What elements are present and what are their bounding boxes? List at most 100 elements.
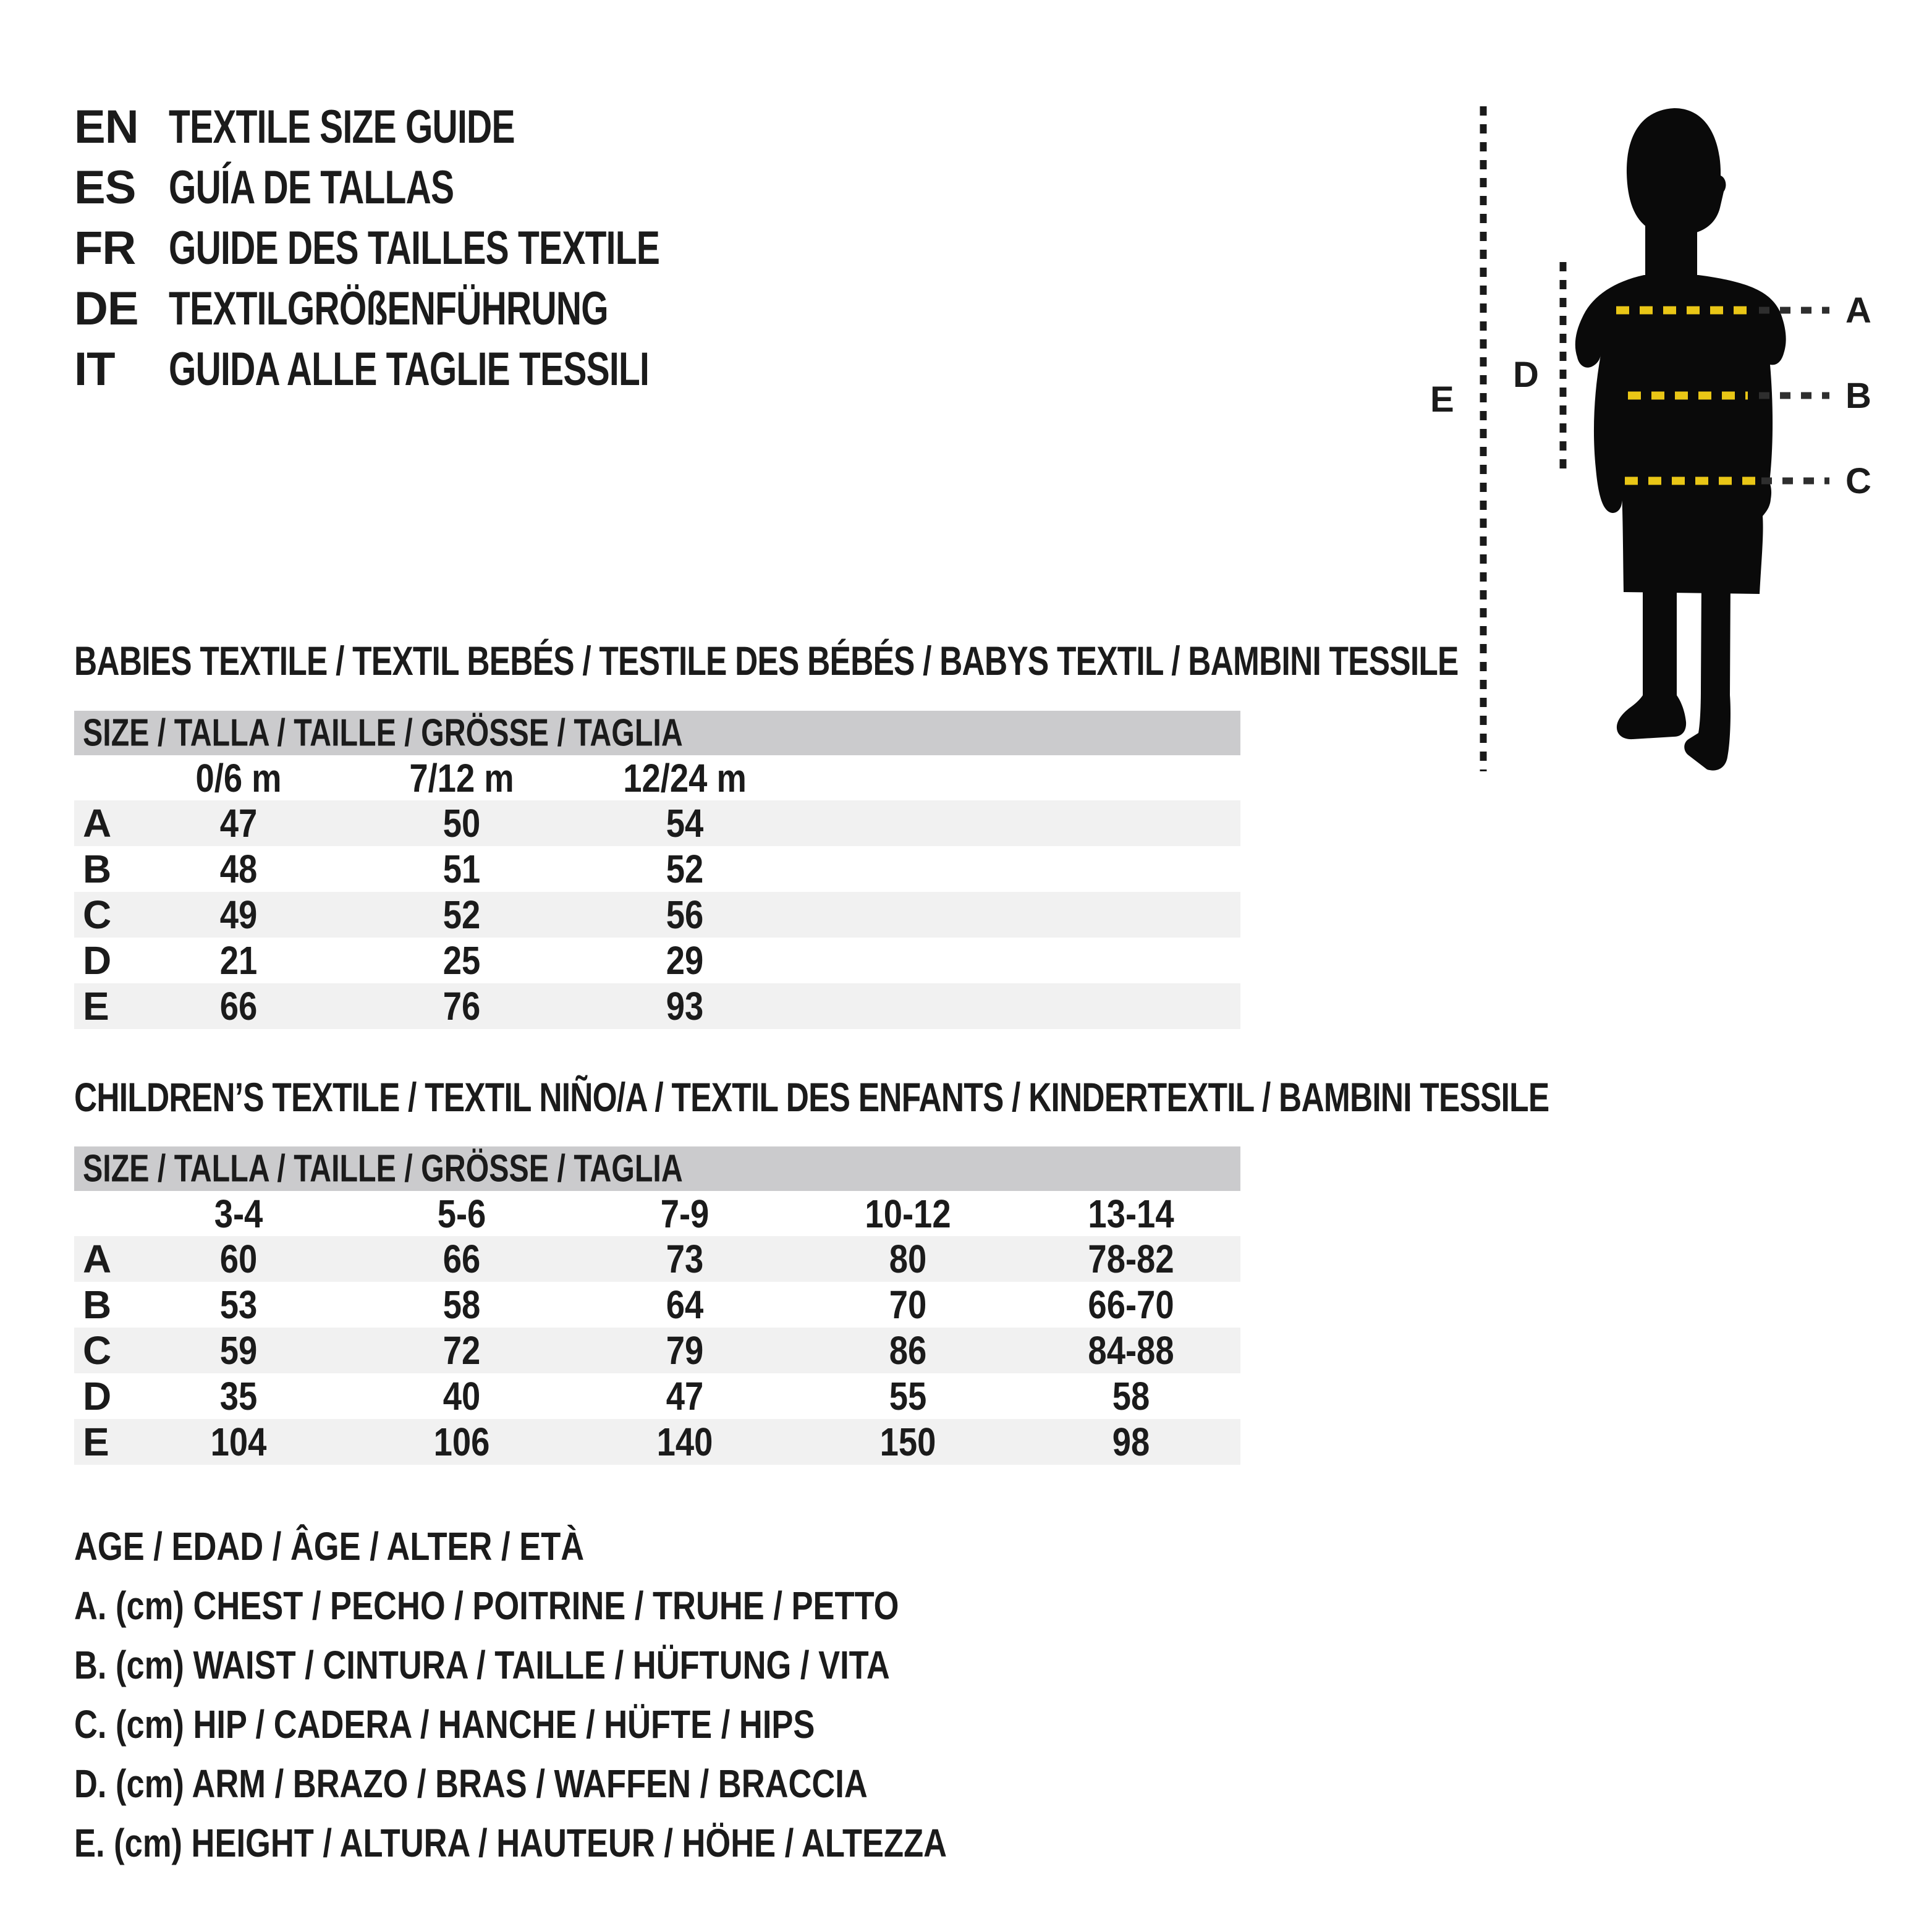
cell: 35 bbox=[219, 1374, 258, 1418]
lang-row-de: DE TEXTILGRÖßENFÜHRUNG bbox=[74, 278, 823, 339]
table-row: C 49 52 56 bbox=[74, 892, 1240, 938]
cell: 79 bbox=[666, 1328, 704, 1373]
cell: 53 bbox=[219, 1282, 258, 1327]
row-label: B bbox=[83, 1282, 112, 1327]
cell: 49 bbox=[219, 892, 258, 937]
children-section-title: CHILDREN’S TEXTILE / TEXTIL NIÑO/A / TEX… bbox=[74, 1074, 1549, 1120]
children-col-10-12: 10-12 bbox=[865, 1191, 951, 1236]
cell: 50 bbox=[443, 801, 481, 845]
cell: 106 bbox=[433, 1420, 490, 1464]
babies-section-title: BABIES TEXTILE / TEXTIL BEBÉS / TESTILE … bbox=[74, 638, 1459, 684]
row-label: E bbox=[83, 1420, 109, 1464]
cell: 29 bbox=[666, 938, 704, 983]
legend-chest: A. (cm) CHEST / PECHO / POITRINE / TRUHE… bbox=[74, 1583, 899, 1628]
children-size-header-band: SIZE / TALLA / TAILLE / GRÖSSE / TAGLIA bbox=[74, 1146, 1240, 1191]
table-row: D 35 40 47 55 58 bbox=[74, 1373, 1240, 1419]
cell: 58 bbox=[1112, 1374, 1150, 1418]
row-label: C bbox=[83, 1328, 112, 1373]
figure-label-c: C bbox=[1845, 461, 1871, 501]
row-label: D bbox=[83, 1374, 112, 1418]
cell: 84-88 bbox=[1088, 1328, 1174, 1373]
table-row: B 53 58 64 70 66-70 bbox=[74, 1282, 1240, 1328]
lang-title-it: GUIDA ALLE TAGLIE TESSILI bbox=[169, 342, 650, 396]
cell: 66 bbox=[219, 984, 258, 1028]
lang-title-en: TEXTILE SIZE GUIDE bbox=[169, 100, 515, 153]
children-col-3-4: 3-4 bbox=[214, 1191, 263, 1236]
cell: 73 bbox=[666, 1237, 704, 1281]
row-label: A bbox=[83, 1237, 112, 1281]
cell: 150 bbox=[879, 1420, 936, 1464]
cell: 52 bbox=[666, 847, 704, 891]
babies-col-12-24m: 12/24 m bbox=[623, 755, 747, 800]
cell: 59 bbox=[219, 1328, 258, 1373]
lang-title-es: GUÍA DE TALLAS bbox=[169, 161, 454, 214]
cell: 60 bbox=[219, 1237, 258, 1281]
child-silhouette-figure: A B C D E bbox=[1430, 106, 1871, 771]
cell: 64 bbox=[666, 1282, 704, 1327]
lang-code-it: IT bbox=[74, 342, 116, 396]
legend-height: E. (cm) HEIGHT / ALTURA / HAUTEUR / HÖHE… bbox=[74, 1821, 947, 1865]
cell: 78-82 bbox=[1088, 1237, 1174, 1281]
cell: 93 bbox=[666, 984, 704, 1028]
table-row: E 104 106 140 150 98 bbox=[74, 1419, 1240, 1465]
measurement-legend: AGE / EDAD / ÂGE / ALTER / ETÀ A. (cm) C… bbox=[74, 1517, 1138, 1873]
lang-row-es: ES GUÍA DE TALLAS bbox=[74, 157, 823, 218]
row-label: B bbox=[83, 847, 112, 891]
lang-code-es: ES bbox=[74, 161, 136, 214]
babies-size-header-band: SIZE / TALLA / TAILLE / GRÖSSE / TAGLIA bbox=[74, 711, 1240, 755]
children-size-header: SIZE / TALLA / TAILLE / GRÖSSE / TAGLIA bbox=[83, 1147, 683, 1190]
cell: 52 bbox=[443, 892, 481, 937]
cell: 56 bbox=[666, 892, 704, 937]
cell: 72 bbox=[443, 1328, 481, 1373]
babies-col-7-12m: 7/12 m bbox=[409, 755, 514, 800]
cell: 104 bbox=[210, 1420, 267, 1464]
lang-title-fr: GUIDE DES TAILLES TEXTILE bbox=[169, 221, 660, 274]
lang-code-en: EN bbox=[74, 100, 139, 153]
cell: 86 bbox=[889, 1328, 927, 1373]
cell: 70 bbox=[889, 1282, 927, 1327]
language-header: EN TEXTILE SIZE GUIDE ES GUÍA DE TALLAS … bbox=[74, 96, 823, 399]
cell: 98 bbox=[1112, 1420, 1150, 1464]
cell: 80 bbox=[889, 1237, 927, 1281]
cell: 66 bbox=[443, 1237, 481, 1281]
row-label: E bbox=[83, 984, 109, 1028]
cell: 47 bbox=[666, 1374, 704, 1418]
legend-hip: C. (cm) HIP / CADERA / HANCHE / HÜFTE / … bbox=[74, 1702, 815, 1747]
children-col-13-14: 13-14 bbox=[1088, 1191, 1174, 1236]
lang-row-it: IT GUIDA ALLE TAGLIE TESSILI bbox=[74, 339, 823, 399]
row-label: A bbox=[83, 801, 112, 845]
table-row: A 60 66 73 80 78-82 bbox=[74, 1236, 1240, 1282]
cell: 21 bbox=[219, 938, 258, 983]
children-col-5-6: 5-6 bbox=[437, 1191, 486, 1236]
figure-label-d: D bbox=[1513, 355, 1539, 395]
children-column-header-row: 3-4 5-6 7-9 10-12 13-14 bbox=[74, 1191, 1240, 1236]
cell: 40 bbox=[443, 1374, 481, 1418]
lang-row-fr: FR GUIDE DES TAILLES TEXTILE bbox=[74, 218, 823, 278]
lang-code-de: DE bbox=[74, 282, 139, 335]
cell: 51 bbox=[443, 847, 481, 891]
figure-label-e: E bbox=[1430, 379, 1454, 420]
table-row: D 21 25 29 bbox=[74, 938, 1240, 983]
cell: 66-70 bbox=[1088, 1282, 1174, 1327]
babies-size-header: SIZE / TALLA / TAILLE / GRÖSSE / TAGLIA bbox=[83, 711, 683, 755]
cell: 47 bbox=[219, 801, 258, 845]
cell: 55 bbox=[889, 1374, 927, 1418]
cell: 25 bbox=[443, 938, 481, 983]
lang-row-en: EN TEXTILE SIZE GUIDE bbox=[74, 96, 823, 157]
legend-arm: D. (cm) ARM / BRAZO / BRAS / WAFFEN / BR… bbox=[74, 1761, 868, 1806]
table-row: A 47 50 54 bbox=[74, 800, 1240, 846]
row-label: C bbox=[83, 892, 112, 937]
lang-code-fr: FR bbox=[74, 221, 136, 274]
row-label: D bbox=[83, 938, 112, 983]
cell: 58 bbox=[443, 1282, 481, 1327]
lang-title-de: TEXTILGRÖßENFÜHRUNG bbox=[169, 282, 609, 335]
babies-col-0-6m: 0/6 m bbox=[195, 755, 282, 800]
legend-age: AGE / EDAD / ÂGE / ALTER / ETÀ bbox=[74, 1524, 585, 1569]
children-col-7-9: 7-9 bbox=[660, 1191, 710, 1236]
figure-label-b: B bbox=[1845, 376, 1871, 416]
table-row: C 59 72 79 86 84-88 bbox=[74, 1328, 1240, 1373]
legend-waist: B. (cm) WAIST / CINTURA / TAILLE / HÜFTU… bbox=[74, 1643, 890, 1687]
table-row: E 66 76 93 bbox=[74, 983, 1240, 1029]
cell: 76 bbox=[443, 984, 481, 1028]
